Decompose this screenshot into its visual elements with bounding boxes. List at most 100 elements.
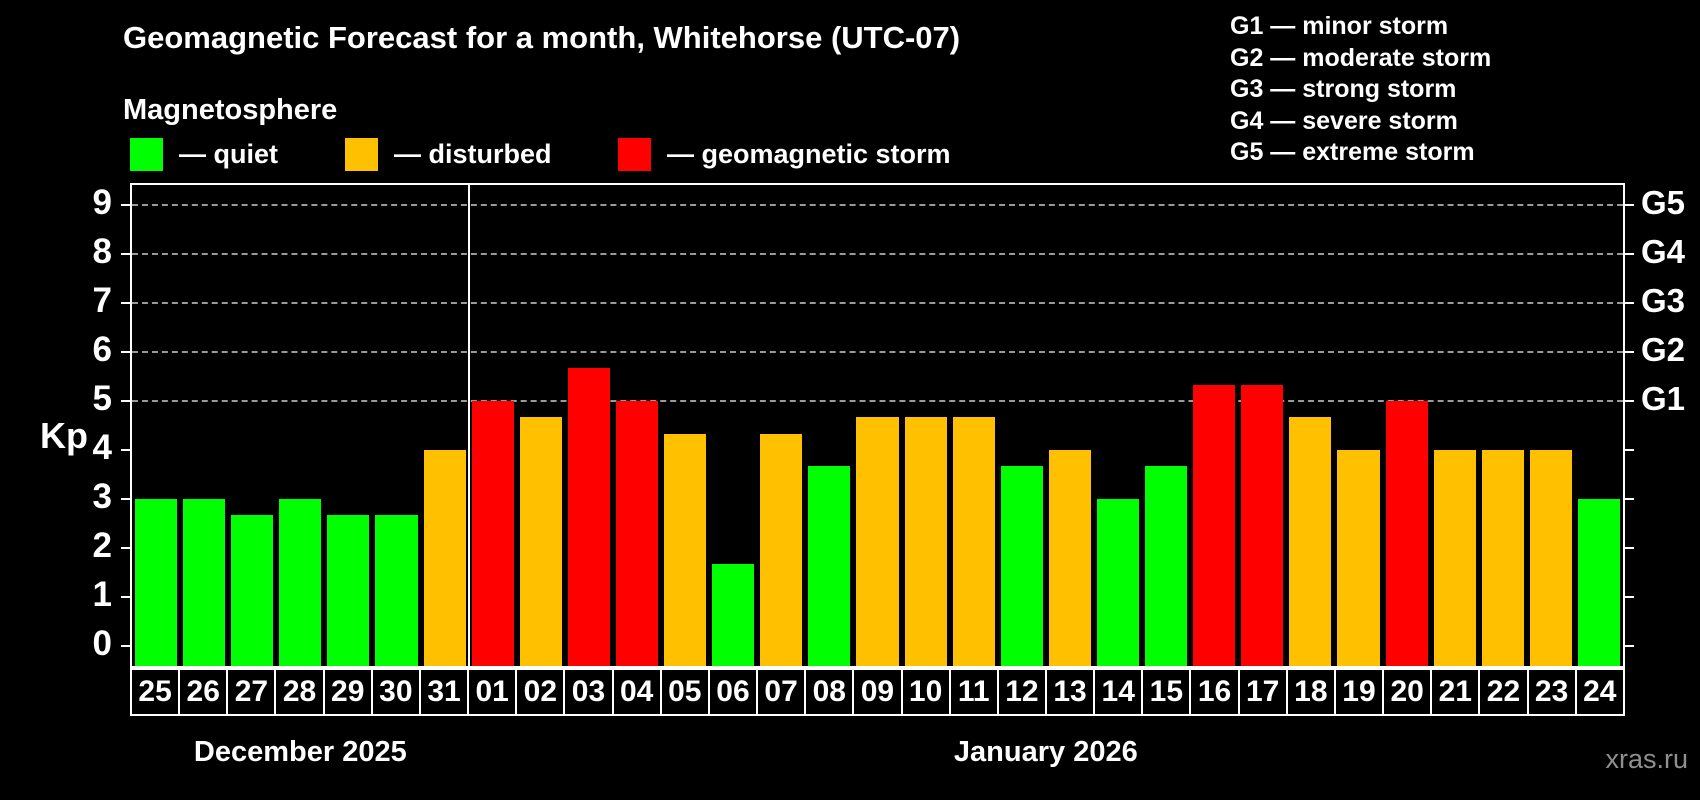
y-tick-right-6 [1625,351,1634,353]
y-tick-label-5: 5 [92,379,112,418]
gridline-kp-8 [132,253,1623,255]
y-tick-right-8 [1625,253,1634,255]
kp-bar-day-07 [760,433,803,666]
right-axis-label-g5: G5 [1641,184,1686,221]
y-tick-right-3 [1625,498,1634,500]
day-label-27: 27 [226,668,277,716]
kp-bar-day-24 [1577,499,1620,666]
kp-bar-day-01 [471,401,514,666]
disturbed-color-swatch [345,137,378,171]
kp-bar-day-23 [1529,450,1572,666]
y-tick-right-4 [1625,449,1634,451]
day-label-21: 21 [1430,668,1481,716]
kp-bar-day-02 [519,417,562,666]
day-label-31: 31 [418,668,470,716]
storm-scale-g3: G3 — strong storm [1230,75,1457,103]
y-tick-right-7 [1625,302,1634,304]
kp-bar-day-03 [567,368,610,666]
storm-scale-g5: G5 — extreme storm [1230,138,1475,166]
kp-bar-day-11 [952,417,995,666]
y-tick-right-0 [1625,645,1634,647]
day-label-09: 09 [852,668,903,716]
kp-bar-day-17 [1241,384,1284,666]
plot-area [130,183,1625,668]
y-tick-label-1: 1 [92,575,112,614]
watermark: xras.ru [1605,744,1688,774]
kp-bar-day-16 [1193,384,1236,666]
gridline-kp-7 [132,302,1623,304]
kp-bar-day-15 [1145,466,1188,666]
y-tick-left-4 [121,449,130,451]
day-label-07: 07 [756,668,807,716]
y-tick-label-8: 8 [92,232,112,271]
storm-scale-g1: G1 — minor storm [1230,12,1449,40]
day-label-28: 28 [274,668,325,716]
month-label-0: December 2025 [193,736,407,768]
month-separator-line [467,185,470,666]
legend-item-storm: — geomagnetic storm [618,137,951,171]
kp-bar-day-14 [1096,499,1140,666]
day-label-19: 19 [1333,668,1385,716]
day-label-04: 04 [611,668,662,716]
y-tick-right-9 [1625,204,1634,206]
day-label-11: 11 [948,668,999,716]
storm-scale-g4: G4 — severe storm [1230,106,1458,135]
kp-bar-day-26 [183,499,226,666]
kp-bar-day-09 [856,417,899,666]
kp-bar-day-31 [423,450,466,666]
day-label-25: 25 [130,668,181,716]
y-tick-left-7 [121,302,130,304]
day-label-14: 14 [1093,668,1144,716]
right-axis-label-g1: G1 [1641,380,1686,417]
kp-bar-day-28 [279,499,322,666]
day-label-23: 23 [1526,668,1577,716]
day-label-05: 05 [659,668,710,716]
quiet-color-swatch [130,137,163,171]
y-tick-left-1 [121,596,130,598]
kp-bar-day-05 [664,433,707,666]
kp-bar-day-30 [375,515,418,666]
y-tick-label-3: 3 [92,477,112,516]
storm-color-swatch [618,137,651,171]
gridline-kp-6 [132,351,1623,353]
y-tick-left-3 [121,498,130,500]
day-label-18: 18 [1285,668,1336,716]
day-label-20: 20 [1382,668,1433,716]
day-label-16: 16 [1189,668,1240,716]
kp-bar-day-22 [1481,450,1524,666]
day-label-15: 15 [1141,668,1192,716]
kp-bar-day-19 [1337,450,1380,666]
day-label-06: 06 [707,668,759,716]
legend-item-quiet: — quiet [130,137,278,171]
y-axis-label-kp: Kp [40,415,88,456]
kp-bar-day-13 [1048,450,1091,666]
y-tick-label-6: 6 [92,330,112,369]
day-label-22: 22 [1478,668,1529,716]
y-tick-right-1 [1625,596,1634,598]
y-tick-left-8 [121,253,130,255]
y-tick-right-2 [1625,547,1634,549]
day-label-02: 02 [515,668,566,716]
kp-bar-day-21 [1433,450,1476,666]
gridline-kp-5 [132,400,1623,402]
kp-bar-day-29 [327,515,370,666]
day-label-08: 08 [804,668,855,716]
storm-scale-g2: G2 — moderate storm [1230,43,1492,72]
month-label-1: January 2026 [953,736,1138,768]
kp-bar-day-12 [1000,466,1043,666]
day-label-29: 29 [322,668,373,716]
legend-label-storm: — geomagnetic storm [667,138,951,169]
kp-bar-day-08 [808,466,851,666]
magnetosphere-subtitle: Magnetosphere [123,94,338,126]
day-label-03: 03 [563,668,614,716]
kp-bar-day-06 [712,564,755,666]
kp-bar-day-27 [231,515,274,666]
right-axis-label-g4: G4 [1641,233,1686,270]
day-label-10: 10 [900,668,951,716]
right-axis-label-g2: G2 [1641,331,1686,368]
kp-bar-day-20 [1385,401,1428,666]
day-label-13: 13 [1044,668,1096,716]
day-label-17: 17 [1237,668,1288,716]
right-axis-label-g3: G3 [1641,282,1686,319]
